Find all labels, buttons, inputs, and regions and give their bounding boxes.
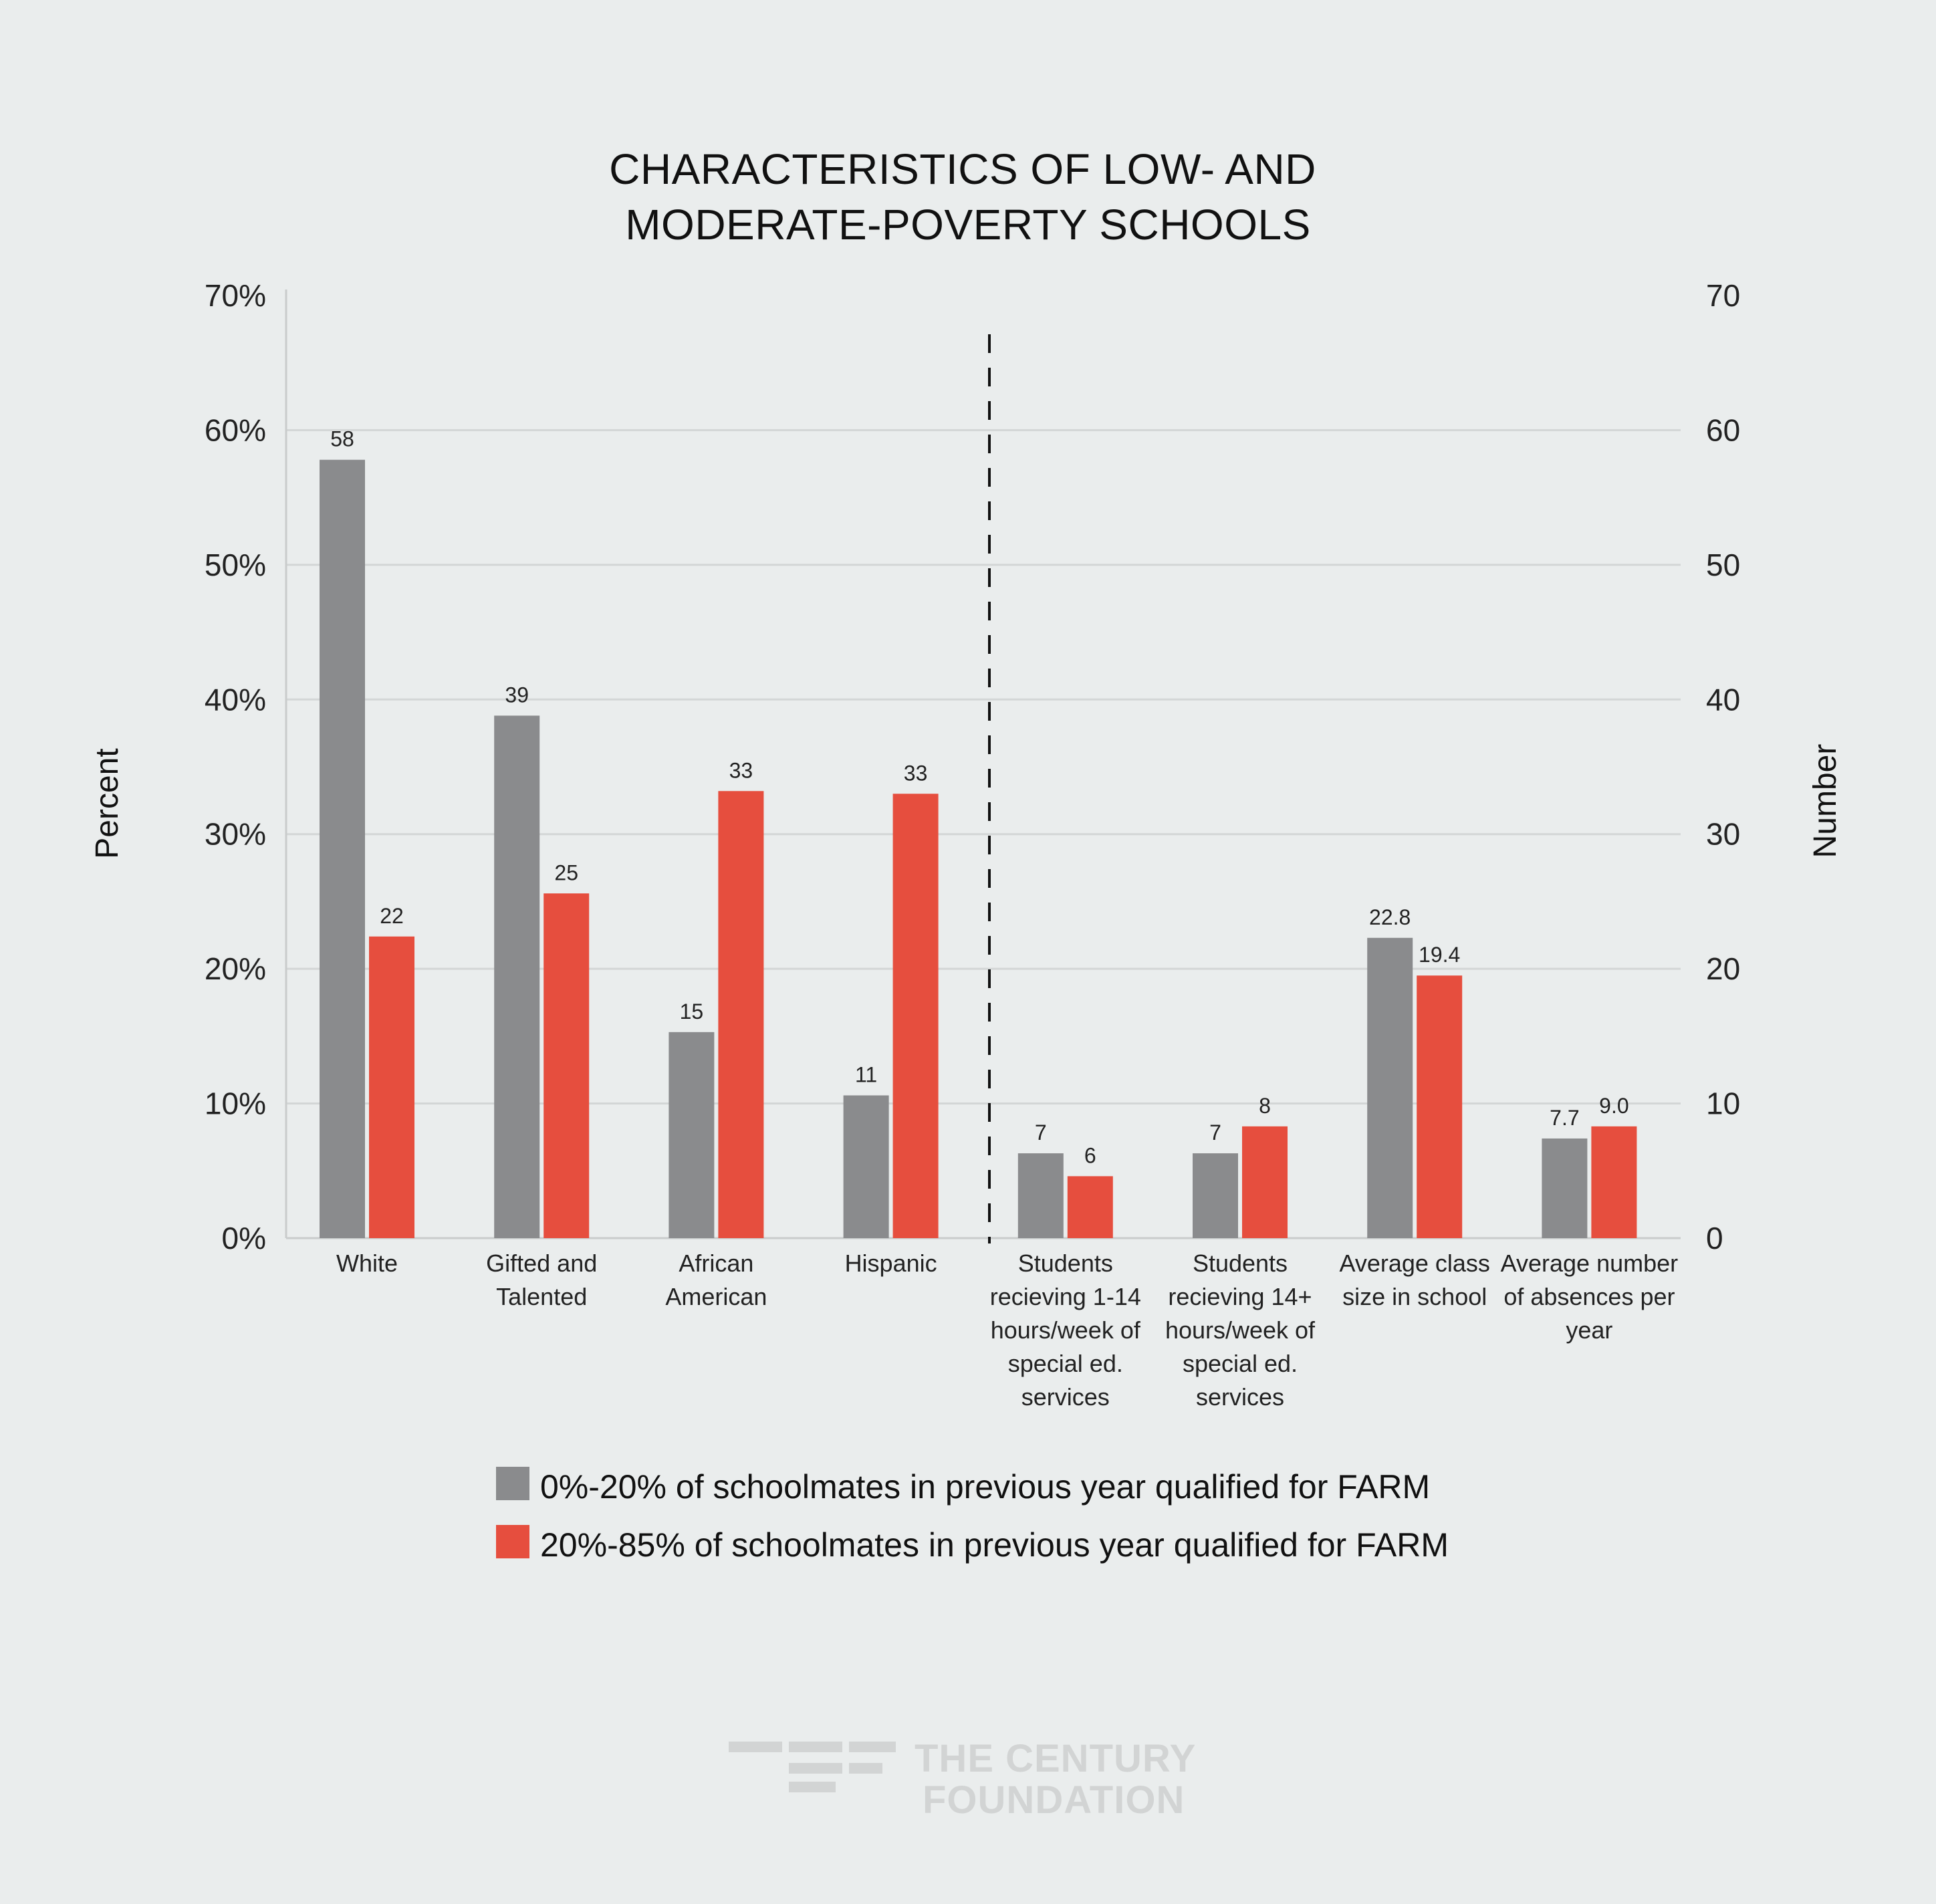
bar-series-2-cat-3	[718, 791, 764, 1238]
category-labels: White Gifted and Talented African American Hi…	[336, 1250, 1678, 1411]
bar-series-1-cat-1	[320, 459, 365, 1238]
data-label: 25	[554, 860, 578, 884]
data-label: 9.0	[1599, 1094, 1628, 1118]
right-tick-label: 30	[1706, 817, 1740, 852]
bar-series-1-cat-4	[843, 1095, 889, 1238]
bar-series-1-cat-5	[1017, 1153, 1064, 1238]
data-label: 19.4	[1419, 943, 1460, 967]
category-label: Hispanic	[845, 1250, 937, 1277]
bar-series-2-cat-2	[543, 893, 590, 1238]
data-label: 58	[330, 427, 354, 451]
data-label: 15	[680, 999, 704, 1024]
category-label: Average class	[1339, 1250, 1489, 1277]
category-label: American	[665, 1283, 767, 1310]
category-label: Students	[1193, 1250, 1288, 1277]
bar-series-1-cat-3	[669, 1032, 715, 1238]
left-tick-label: 10%	[205, 1086, 266, 1121]
data-label: 33	[904, 761, 928, 785]
bar-series-1-cat-8	[1542, 1138, 1588, 1238]
data-label: 8	[1259, 1094, 1271, 1118]
century-foundation-logo: THE CENTURY FOUNDATION	[729, 1737, 1196, 1822]
legend-label-series-2: 20%-85% of schoolmates in previous year …	[540, 1526, 1449, 1564]
category-label: Students	[1018, 1250, 1113, 1277]
data-label: 7	[1035, 1120, 1047, 1145]
bar-series-2-cat-8	[1591, 1126, 1637, 1238]
left-tick-label: 0%	[222, 1221, 266, 1256]
category-label: services	[1021, 1383, 1110, 1411]
right-tick-label: 50	[1706, 548, 1740, 582]
bar-series-2-cat-1	[369, 936, 414, 1238]
bar-series-1-cat-7	[1367, 937, 1413, 1238]
bar-series-2-cat-5	[1067, 1176, 1113, 1238]
legend: 0%-20% of schoolmates in previous year q…	[496, 1467, 1449, 1564]
bar-series-1-cat-6	[1193, 1153, 1238, 1238]
bar-series-2-cat-4	[892, 794, 939, 1238]
category-label: Talented	[496, 1283, 587, 1310]
category-label: special ed.	[1008, 1350, 1123, 1377]
data-labels: 58 22 39 25 15 33 11 33 7 6 7 8 22.8 19.4 7.7 9.0	[330, 427, 1628, 1168]
legend-swatch-series-1	[496, 1467, 529, 1500]
chart-title-line-2: MODERATE-POVERTY SCHOOLS	[625, 201, 1311, 249]
data-label: 7.7	[1550, 1106, 1579, 1130]
data-label: 39	[505, 683, 529, 707]
data-label: 22.8	[1369, 905, 1411, 929]
left-tick-label: 30%	[205, 817, 266, 852]
left-axis-title: Percent	[90, 748, 125, 858]
left-tick-label: 50%	[205, 548, 266, 582]
chart-title-line-1: CHARACTERISTICS OF LOW- AND	[609, 145, 1316, 193]
logo-text-line-1: THE CENTURY	[915, 1737, 1196, 1780]
category-label: Gifted and	[486, 1250, 597, 1277]
bar-series-1-cat-2	[494, 715, 540, 1238]
category-label: size in school	[1342, 1283, 1487, 1310]
right-tick-label: 70	[1706, 278, 1740, 313]
left-axis-ticks: 0% 10% 20% 30% 40% 50% 60% 70%	[205, 278, 266, 1256]
logo-text-line-2: FOUNDATION	[923, 1778, 1185, 1822]
legend-swatch-series-2	[496, 1525, 529, 1558]
right-tick-label: 60	[1706, 412, 1740, 447]
right-axis-ticks: 0 10 20 30 40 50 60 70	[1706, 278, 1740, 1256]
logo-mark-icon	[729, 1742, 896, 1792]
category-label: African	[679, 1250, 753, 1277]
data-label: 11	[855, 1062, 877, 1086]
category-label: of absences per	[1503, 1283, 1675, 1310]
category-label: hours/week of	[991, 1316, 1141, 1344]
category-label: services	[1196, 1383, 1284, 1411]
right-tick-label: 0	[1706, 1221, 1723, 1256]
bars	[320, 459, 1637, 1238]
data-label: 6	[1084, 1143, 1096, 1167]
data-label: 7	[1209, 1120, 1221, 1145]
left-tick-label: 40%	[205, 682, 266, 717]
category-label: recieving 1-14	[990, 1283, 1141, 1310]
right-tick-label: 20	[1706, 951, 1740, 986]
left-tick-label: 70%	[205, 278, 266, 313]
right-tick-label: 10	[1706, 1086, 1740, 1121]
category-label: recieving 14+	[1168, 1283, 1312, 1310]
category-label: hours/week of	[1165, 1316, 1316, 1344]
right-tick-label: 40	[1706, 682, 1740, 717]
right-axis-title: Number	[1808, 744, 1843, 858]
data-label: 22	[380, 904, 404, 928]
left-tick-label: 60%	[205, 412, 266, 447]
bar-series-2-cat-7	[1417, 975, 1463, 1238]
left-tick-label: 20%	[205, 951, 266, 986]
category-label: special ed.	[1183, 1350, 1298, 1377]
category-label: Average number	[1501, 1250, 1679, 1277]
legend-label-series-1: 0%-20% of schoolmates in previous year q…	[540, 1468, 1430, 1506]
bar-series-2-cat-6	[1242, 1126, 1288, 1238]
data-label: 33	[729, 758, 753, 782]
category-label: year	[1566, 1316, 1612, 1344]
category-label: White	[336, 1250, 398, 1277]
